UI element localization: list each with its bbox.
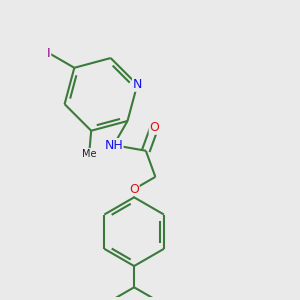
Text: O: O: [129, 183, 139, 196]
Text: I: I: [47, 46, 51, 60]
Text: O: O: [149, 121, 159, 134]
Text: Me: Me: [82, 148, 96, 158]
Text: N: N: [133, 78, 142, 91]
Text: NH: NH: [104, 139, 123, 152]
